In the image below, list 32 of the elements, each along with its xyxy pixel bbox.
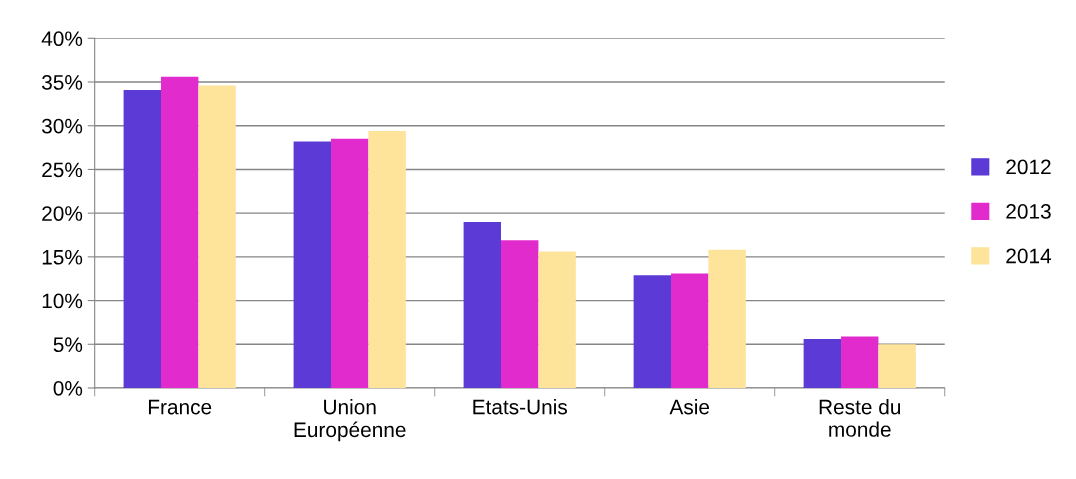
y-tick-label: 25% <box>42 162 83 178</box>
y-tick-label: 15% <box>42 249 83 265</box>
y-tick-label: 40% <box>41 31 83 47</box>
legend-label: 2013 <box>1006 204 1051 219</box>
bar <box>671 273 709 388</box>
bar <box>160 76 199 388</box>
bar <box>878 344 916 388</box>
bar <box>538 251 576 388</box>
bar <box>841 336 879 388</box>
x-tick-label: Asie <box>669 399 710 415</box>
bar <box>123 89 161 388</box>
y-tick-label: 5% <box>53 337 83 353</box>
bar <box>198 85 236 388</box>
bar <box>633 275 672 388</box>
bar <box>708 249 746 388</box>
x-tick-label: France <box>148 399 212 415</box>
bar <box>368 130 406 388</box>
y-tick-label: 10% <box>42 293 83 309</box>
bar <box>463 221 502 388</box>
x-tick-label: Etats-Unis <box>473 399 567 415</box>
legend-label: 2012 <box>1006 159 1051 175</box>
x-tick-label: Union Européenne <box>294 399 406 442</box>
y-tick-label: 0% <box>53 380 83 396</box>
y-tick-label: 20% <box>42 206 83 221</box>
x-tick-label: Reste du monde <box>819 399 901 437</box>
bar <box>331 138 369 388</box>
legend-label: 2014 <box>1006 248 1052 264</box>
bar <box>501 240 539 388</box>
bar <box>293 141 331 388</box>
y-tick-label: 30% <box>41 118 83 134</box>
y-tick-label: 35% <box>41 75 83 90</box>
bar <box>803 339 842 388</box>
